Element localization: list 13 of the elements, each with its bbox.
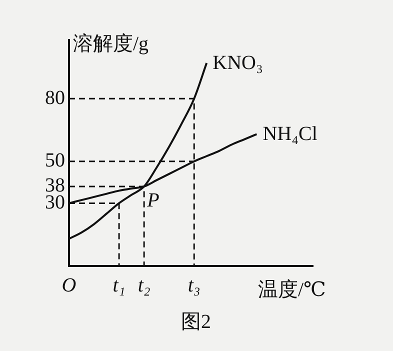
x-tick-label: t₂ <box>138 274 150 296</box>
x-tick-label: O <box>62 274 76 296</box>
caption: 图2 <box>181 311 211 333</box>
y-tick-label: 30 <box>45 191 65 214</box>
y-tick-label: 80 <box>45 86 65 109</box>
x-tick-label: t₃ <box>188 274 200 296</box>
x-tick-label: t₁ <box>112 274 126 296</box>
annotation: P <box>146 189 160 212</box>
series-label: KNO₃ <box>212 52 263 74</box>
series-label: NH₄Cl <box>262 123 318 146</box>
y-axis-title: 溶解度/g <box>73 33 149 55</box>
y-tick-label: 50 <box>45 150 65 172</box>
x-axis-title: 温度/℃ <box>258 279 326 301</box>
